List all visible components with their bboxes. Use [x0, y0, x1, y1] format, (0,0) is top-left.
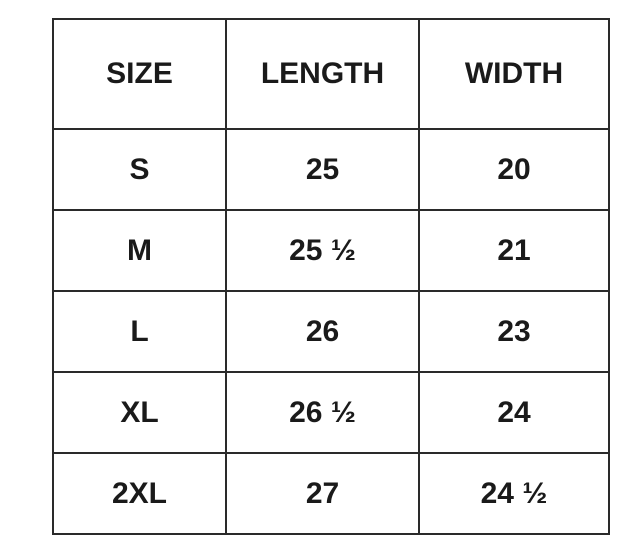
table-row: M 25 ½ 21	[52, 209, 610, 292]
table-cell: XL	[52, 371, 227, 454]
table-cell: 27	[225, 452, 420, 535]
table-cell: S	[52, 128, 227, 211]
header-cell: SIZE	[52, 18, 227, 130]
table-row: S 25 20	[52, 128, 610, 211]
table-cell: 25 ½	[225, 209, 420, 292]
table-cell: 2XL	[52, 452, 227, 535]
table-cell: 21	[418, 209, 610, 292]
table-cell: 23	[418, 290, 610, 373]
table-cell: 24	[418, 371, 610, 454]
header-cell: LENGTH	[225, 18, 420, 130]
header-cell: WIDTH	[418, 18, 610, 130]
table-body: S 25 20 M 25 ½ 21 L 26 23 XL 26 ½ 24 2XL 27 24 ½	[52, 128, 610, 535]
table-cell: 20	[418, 128, 610, 211]
table-cell: L	[52, 290, 227, 373]
table-cell: 26 ½	[225, 371, 420, 454]
table-row: 2XL 27 24 ½	[52, 452, 610, 535]
header-row: SIZE LENGTH WIDTH	[52, 18, 610, 130]
table-row: XL 26 ½ 24	[52, 371, 610, 454]
table-cell: M	[52, 209, 227, 292]
table-cell: 26	[225, 290, 420, 373]
table-cell: 24 ½	[418, 452, 610, 535]
table-cell: 25	[225, 128, 420, 211]
table-row: L 26 23	[52, 290, 610, 373]
